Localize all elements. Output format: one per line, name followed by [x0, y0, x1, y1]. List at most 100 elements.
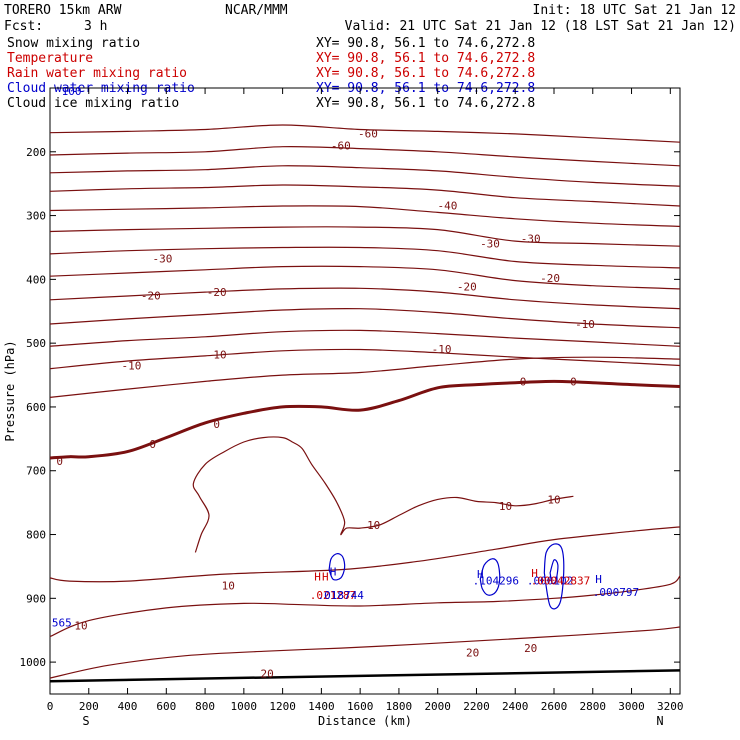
x-tick-label: 2800 — [580, 700, 607, 713]
x-axis-title: Distance (km) — [318, 714, 412, 728]
contour-label: 10 — [547, 493, 560, 506]
isotherm-line — [49, 265, 681, 290]
y-tick-label: 900 — [26, 592, 46, 605]
fcst-label: Fcst: — [4, 19, 43, 34]
maximum-value-label: .104296 — [473, 575, 519, 588]
x-tick-label: 0 — [47, 700, 54, 713]
isotherm-line — [49, 246, 681, 269]
isotherm-line — [49, 226, 681, 247]
contour-label: 0 — [56, 455, 63, 468]
warm-isotherm-line — [49, 575, 681, 638]
field-xy-temperature: XY= 90.8, 56.1 to 74.6,272.8 — [316, 51, 535, 66]
contour-label: -60 — [358, 127, 378, 140]
cloud-water-layer — [328, 543, 565, 610]
y-axis-title: Pressure (hPa) — [3, 340, 17, 441]
isotherm-line — [49, 287, 681, 310]
cloud-water-contour — [549, 559, 559, 585]
maximum-marker: H — [322, 571, 329, 584]
ground-layer — [49, 669, 681, 683]
field-list: Snow mixing ratio XY= 90.8, 56.1 to 74.6… — [7, 36, 535, 111]
maximum-value-label: 100 — [62, 85, 82, 98]
contour-label-layer: -60 -60 -40 -30 -30 -30 -20 -20 -20 -20 -10 -10 -10 -… — [52, 85, 639, 680]
x-tick-label: 600 — [156, 700, 176, 713]
maximum-marker: H — [531, 567, 538, 580]
isotherm-line — [49, 329, 681, 347]
contour-label: -20 — [207, 286, 227, 299]
isotherm-line — [49, 348, 681, 370]
x-tick-label: 800 — [195, 700, 215, 713]
y-tick-label: 300 — [26, 210, 46, 223]
y-tick-label: 200 — [26, 146, 46, 159]
maximum-marker: H — [595, 573, 602, 586]
maximum-marker: H — [314, 571, 321, 584]
contour-label: 20 — [466, 647, 479, 660]
valid-time: Valid: 21 UTC Sat 21 Jan 12 (18 LST Sat … — [345, 19, 736, 34]
contour-label: 10 — [367, 519, 380, 532]
y-tick-label: 400 — [26, 273, 46, 286]
axis-tick-layer: 0 200 400 600 800 1000 1200 1400 1600 1800 2000 220… — [20, 88, 684, 713]
y-tick-label: 800 — [26, 529, 46, 542]
field-name-cloud-ice: Cloud ice mixing ratio — [7, 96, 179, 111]
contour-label: -30 — [521, 233, 541, 246]
warm-isotherm-line — [49, 626, 681, 679]
cloud-water-contour — [543, 543, 565, 610]
isotherm-line — [49, 205, 681, 227]
contour-label: -40 — [437, 199, 457, 212]
x-tick-label: 1200 — [269, 700, 296, 713]
maximum-value-label: .00042837 — [531, 575, 591, 588]
north-label: N — [656, 714, 663, 728]
x-tick-label: 1600 — [347, 700, 374, 713]
isotherm-line — [49, 307, 681, 329]
field-name-rain: Rain water mixing ratio — [7, 66, 187, 81]
maximum-marker: H — [330, 566, 337, 579]
y-tick-label: 1000 — [20, 656, 47, 669]
center-title: NCAR/MMM — [225, 3, 288, 18]
init-time: Init: 18 UTC Sat 21 Jan 12 — [533, 3, 737, 18]
maximum-value-label: .000102 — [527, 575, 573, 588]
contour-label: 0 — [520, 375, 527, 388]
x-tick-label: 2400 — [502, 700, 529, 713]
field-name-temperature: Temperature — [7, 51, 93, 66]
maximum-value-label: .021287 — [310, 589, 356, 602]
contour-label: -10 — [575, 318, 595, 331]
y-tick-label: 500 — [26, 337, 46, 350]
isotherm-layer — [49, 124, 681, 679]
x-tick-label: 1800 — [386, 700, 413, 713]
cloud-water-contour — [328, 553, 346, 581]
contour-label: -30 — [152, 252, 172, 265]
contour-label: -30 — [480, 238, 500, 251]
x-tick-label: 3000 — [618, 700, 645, 713]
isotherm-line — [49, 356, 681, 398]
contour-label: -20 — [457, 280, 477, 293]
contour-label: -10 — [432, 343, 452, 356]
x-tick-label: 2000 — [424, 700, 451, 713]
isotherm-line — [49, 124, 681, 143]
contour-label: 10 — [499, 500, 512, 513]
isotherm-line — [49, 165, 681, 187]
maximum-value-label: .000797 — [593, 586, 639, 599]
model-title: TORERO 15km ARW — [4, 3, 122, 18]
contour-label: -10 — [207, 349, 227, 362]
contour-label: 10 — [222, 580, 235, 593]
x-tick-label: 2200 — [463, 700, 490, 713]
cloud-water-contour — [479, 558, 501, 596]
contour-label: 0 — [213, 418, 220, 431]
isotherm-line — [49, 184, 681, 207]
contour-label: 0 — [570, 375, 577, 388]
contour-label: 20 — [260, 668, 273, 681]
y-tick-label: 700 — [26, 465, 46, 478]
warm-isotherm-line — [49, 526, 681, 583]
y-tick-label: 600 — [26, 401, 46, 414]
field-name-snow: Snow mixing ratio — [7, 36, 140, 51]
contour-label: -20 — [141, 289, 161, 302]
x-tick-label: 200 — [79, 700, 99, 713]
field-xy-cloud-ice: XY= 90.8, 56.1 to 74.6,272.8 — [316, 96, 535, 111]
fcst-value: 3 h — [84, 19, 107, 34]
plot-frame — [49, 87, 681, 695]
freezing-isotherm-line — [49, 379, 681, 460]
maximum-value-label: 565 — [52, 617, 72, 630]
x-tick-label: 2600 — [541, 700, 568, 713]
x-tick-label: 400 — [118, 700, 138, 713]
field-xy-snow: XY= 90.8, 56.1 to 74.6,272.8 — [316, 36, 535, 51]
